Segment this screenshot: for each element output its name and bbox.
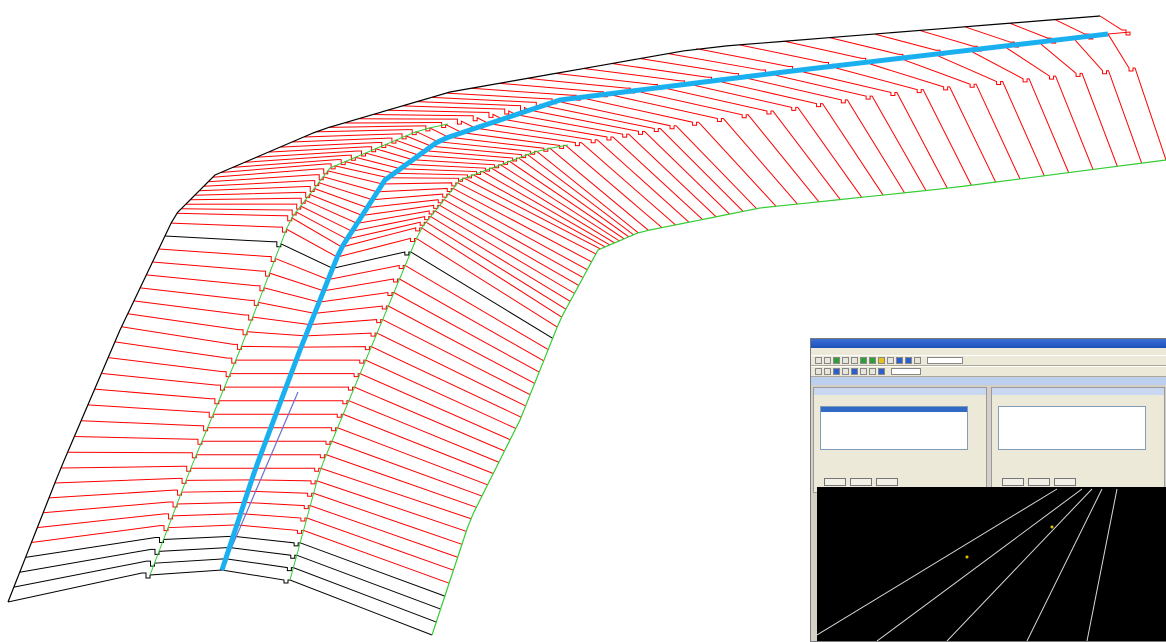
inset-3d-viewport[interactable] — [816, 487, 1166, 641]
viewport-road-line — [816, 488, 1058, 636]
inset-right-panel — [991, 387, 1165, 493]
viewport-marker — [1050, 525, 1054, 529]
toolbar-button[interactable] — [887, 357, 894, 364]
panel-button[interactable] — [1002, 478, 1024, 486]
toolbar-button[interactable] — [842, 357, 849, 364]
panel-button[interactable] — [1028, 478, 1050, 486]
toolbar-button[interactable] — [824, 368, 831, 375]
toolbar-button[interactable] — [815, 368, 822, 375]
toolbar-button[interactable] — [869, 368, 876, 375]
list-item[interactable] — [999, 427, 1145, 432]
viewport-road-lines — [816, 488, 1118, 641]
inset-document-bar — [811, 377, 1166, 385]
cross-section-line — [431, 96, 744, 212]
toolbar-button[interactable] — [878, 357, 885, 364]
cross-section-line — [146, 274, 540, 373]
toolbar-button[interactable] — [869, 357, 876, 364]
viewport-marker — [965, 555, 969, 559]
cross-section-line — [7, 569, 433, 636]
panel-button[interactable] — [876, 478, 898, 486]
viewport-road-line — [1086, 488, 1118, 641]
viewport-road-line — [946, 488, 1093, 641]
toolbar-dropdown[interactable] — [891, 368, 921, 375]
toolbar-button[interactable] — [815, 357, 822, 364]
cross-section-line — [43, 501, 458, 558]
cross-section-line — [87, 404, 494, 474]
right-toe-line — [431, 159, 1166, 636]
cross-section-line — [291, 137, 630, 238]
cross-section-line — [668, 53, 927, 191]
panel-button[interactable] — [824, 478, 846, 486]
panel-button[interactable] — [850, 478, 872, 486]
toolbar-button[interactable] — [860, 357, 867, 364]
toolbar-button[interactable] — [905, 357, 912, 364]
right-shoulder-line — [289, 144, 569, 581]
panel-buttons — [1002, 478, 1076, 486]
panel-title — [992, 388, 1164, 395]
panel-buttons — [824, 478, 898, 486]
toolbar-button[interactable] — [824, 357, 831, 364]
cross-section-line — [784, 40, 997, 183]
left-edge-line — [7, 15, 1101, 603]
panel-list[interactable] — [820, 406, 968, 450]
cross-section-line — [133, 300, 531, 396]
panel-list[interactable] — [998, 406, 1146, 450]
application-screenshot-inset — [810, 338, 1166, 642]
toolbar-button[interactable] — [851, 368, 858, 375]
inset-menu-bar — [811, 348, 1166, 355]
left-shoulder-line — [149, 123, 449, 576]
viewport-road-line — [876, 488, 1083, 641]
toolbar-button[interactable] — [851, 357, 858, 364]
toolbar-button[interactable] — [833, 357, 840, 364]
cross-section-line — [60, 465, 471, 520]
cross-section-line — [171, 222, 558, 328]
cross-section-line — [48, 489, 463, 545]
cross-section-line — [402, 105, 717, 218]
panel-title — [814, 388, 986, 395]
cross-section-line — [185, 203, 571, 302]
toolbar-button[interactable] — [878, 368, 885, 375]
inset-panels — [811, 385, 1166, 495]
inset-toolbar-secondary — [811, 366, 1166, 377]
list-item[interactable] — [821, 407, 967, 412]
cross-section-line — [1099, 15, 1166, 161]
cross-section-line — [176, 212, 562, 318]
inset-left-panel — [813, 387, 987, 493]
cross-section-line — [54, 477, 467, 532]
cross-section-line — [329, 125, 649, 231]
toolbar-button[interactable] — [842, 368, 849, 375]
cross-section-line — [874, 33, 1045, 176]
cross-section-line — [152, 261, 544, 362]
toolbar-button[interactable] — [860, 368, 867, 375]
cross-section-line — [303, 133, 634, 236]
toolbar-dropdown[interactable] — [927, 357, 963, 364]
centerline — [219, 31, 1109, 571]
inset-toolbar — [811, 355, 1166, 366]
toolbar-button[interactable] — [896, 357, 903, 364]
cross-section-line — [640, 58, 905, 194]
guide-line — [221, 391, 299, 571]
viewport-road-line — [1026, 488, 1103, 641]
inset-title-bar — [811, 339, 1166, 348]
list-item[interactable] — [821, 427, 967, 432]
toolbar-button[interactable] — [833, 368, 840, 375]
cross-section-line — [555, 72, 841, 200]
toolbar-button[interactable] — [914, 357, 921, 364]
panel-button[interactable] — [1054, 478, 1076, 486]
